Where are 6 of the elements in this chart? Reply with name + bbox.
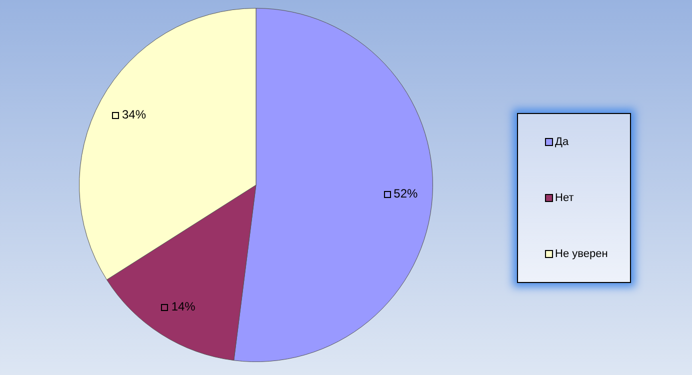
slice-label: Да	[555, 136, 569, 148]
legend-label: Нет	[555, 192, 574, 204]
data-label: 14%	[171, 300, 196, 314]
data-label: 52%	[394, 186, 418, 200]
legend-label: Не уверен	[555, 248, 608, 260]
data-label: 34%	[122, 107, 146, 122]
